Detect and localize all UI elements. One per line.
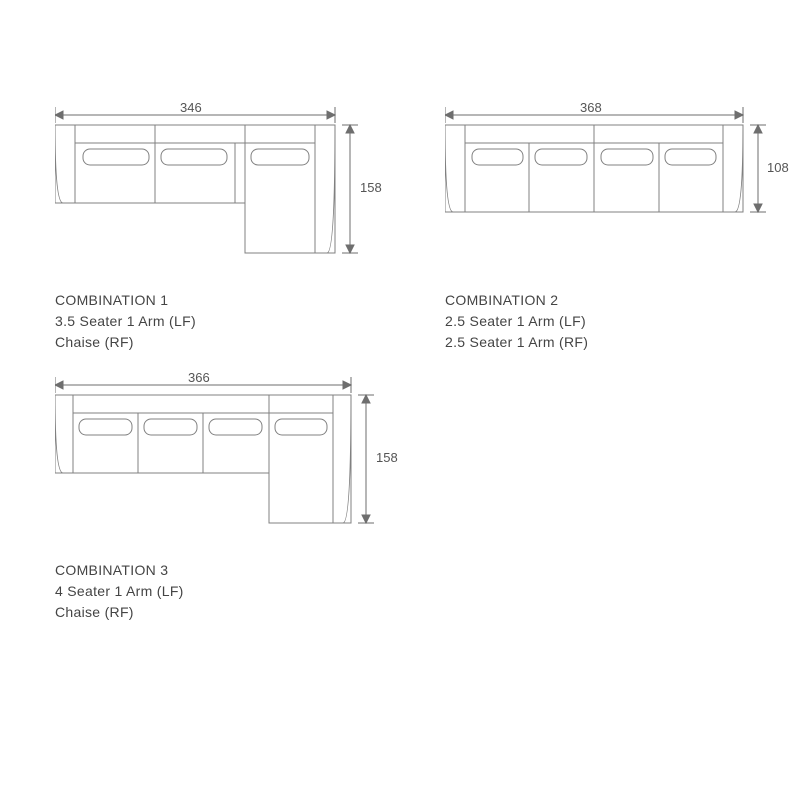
combo-3-caption: COMBINATION 3 4 Seater 1 Arm (LF) Chaise… — [55, 560, 184, 623]
combo-title: COMBINATION 2 — [445, 290, 588, 311]
depth-dim-label: 108 — [767, 160, 789, 175]
combo-line2: 4 Seater 1 Arm (LF) — [55, 581, 184, 602]
depth-dim-label: 158 — [360, 180, 382, 195]
depth-dim-label: 158 — [376, 450, 398, 465]
combo-2-diagram — [445, 105, 800, 220]
combo-1-caption: COMBINATION 1 3.5 Seater 1 Arm (LF) Chai… — [55, 290, 196, 353]
width-dim-label: 346 — [180, 100, 202, 115]
combo-line3: Chaise (RF) — [55, 602, 184, 623]
page: 346 — [0, 0, 800, 800]
combo-2: 368 — [445, 105, 800, 220]
combo-title: COMBINATION 3 — [55, 560, 184, 581]
combo-title: COMBINATION 1 — [55, 290, 196, 311]
combo-1-diagram — [55, 105, 395, 260]
combo-1: 346 — [55, 105, 395, 260]
width-dim-label: 366 — [188, 370, 210, 385]
combo-line2: 2.5 Seater 1 Arm (LF) — [445, 311, 588, 332]
combo-line3: 2.5 Seater 1 Arm (RF) — [445, 332, 588, 353]
combo-line2: 3.5 Seater 1 Arm (LF) — [55, 311, 196, 332]
combo-3-diagram — [55, 375, 410, 530]
combo-2-caption: COMBINATION 2 2.5 Seater 1 Arm (LF) 2.5 … — [445, 290, 588, 353]
combo-3: 366 — [55, 375, 410, 530]
combo-line3: Chaise (RF) — [55, 332, 196, 353]
width-dim-label: 368 — [580, 100, 602, 115]
